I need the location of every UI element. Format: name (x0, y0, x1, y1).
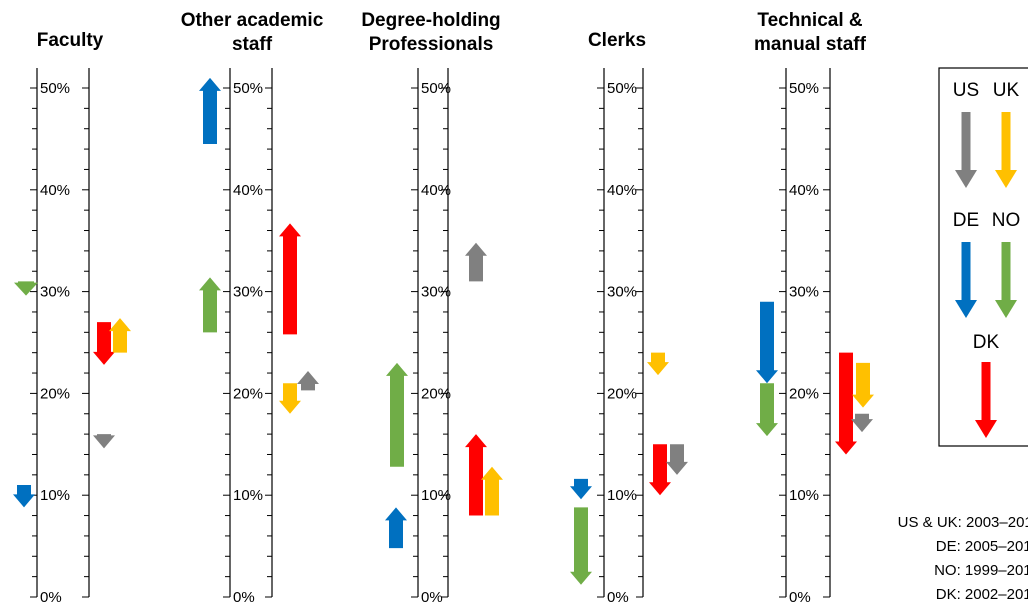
panel-1-arrow-uk (109, 318, 131, 353)
panel-2-arrow-uk (279, 383, 301, 414)
panel-3-tick-label: 30% (421, 284, 451, 301)
panel-2-tick-label: 30% (233, 284, 263, 301)
panel-5-tick-label: 30% (789, 284, 819, 301)
panel-3-arrow-de (385, 507, 407, 549)
panel-3-arrow-no (386, 362, 408, 467)
panel-4-arrow-de (570, 478, 592, 500)
panel-2-tick-label: 40% (233, 182, 263, 199)
period-note: NO: 1999–2017 (934, 562, 1028, 579)
panel-2-arrow-de (199, 77, 221, 144)
legend-uk-arrow (995, 112, 1017, 188)
panel-2-tick-label: 20% (233, 385, 263, 402)
period-note: US & UK: 2003–2011 (898, 514, 1028, 531)
panel-3-title: Professionals (369, 34, 494, 55)
panel-3-arrow-dk (465, 434, 487, 516)
legend-no-arrow (995, 242, 1017, 318)
panel-5-tick-label: 40% (789, 182, 819, 199)
legend-us-arrow (955, 112, 977, 188)
legend-us-label: US (953, 80, 979, 101)
legend-dk-arrow (975, 362, 997, 438)
panel-5-tick-label: 50% (789, 80, 819, 97)
panel-4-tick-label: 50% (607, 80, 637, 97)
panel-2-arrow-us (297, 371, 319, 391)
panel-4-tick-label: 0% (607, 589, 629, 606)
panel-4-tick-label: 20% (607, 385, 637, 402)
panel-5-tick-label: 0% (789, 589, 811, 606)
panel-5-arrow-no (756, 383, 778, 437)
panel-1-arrow-no (14, 281, 38, 296)
panel-4-arrow-dk (649, 444, 671, 496)
panel-2-title: Other academic (181, 10, 324, 31)
panel-5-arrow-us (851, 413, 873, 433)
panel-1-tick-label: 30% (40, 284, 70, 301)
panel-4-arrow-no (570, 507, 592, 585)
panel-4-tick-label: 10% (607, 487, 637, 504)
panel-4-arrow-us (666, 444, 688, 475)
panel-5-tick-label: 20% (789, 385, 819, 402)
panel-3-title: Degree-holding (361, 10, 500, 31)
panel-4-tick-label: 40% (607, 182, 637, 199)
panel-5-title: manual staff (754, 34, 867, 55)
panel-1-tick-label: 10% (40, 487, 70, 504)
panel-5-tick-label: 10% (789, 487, 819, 504)
panel-5-arrow-dk (835, 352, 857, 455)
panel-2-title: staff (232, 34, 273, 55)
panel-3-tick-label: 10% (421, 487, 451, 504)
panel-4-arrow-uk (647, 352, 669, 376)
panel-1-tick-label: 40% (40, 182, 70, 199)
panel-3-tick-label: 40% (421, 182, 451, 199)
panel-1-tick-label: 20% (40, 385, 70, 402)
legend-de-label: DE (953, 210, 979, 231)
legend-box (938, 67, 1028, 447)
panel-2-tick-label: 50% (233, 80, 263, 97)
panel-2-tick-label: 10% (233, 487, 263, 504)
panel-1-tick-label: 0% (40, 589, 62, 606)
panel-1-arrow-us (93, 434, 115, 449)
panel-4-tick-label: 30% (607, 284, 637, 301)
period-note: DE: 2005–2017 (936, 538, 1028, 555)
panel-3-tick-label: 20% (421, 385, 451, 402)
panel-1-tick-label: 50% (40, 80, 70, 97)
panel-3-arrow-us (465, 242, 487, 282)
panel-3-tick-label: 50% (421, 80, 451, 97)
legend-no-label: NO (992, 210, 1021, 231)
panel-5-title: Technical & (757, 10, 863, 31)
period-note: DK: 2002–2017 (936, 586, 1028, 603)
panel-1-arrow-dk (93, 322, 115, 365)
legend-uk-label: UK (993, 80, 1020, 101)
panel-2-arrow-no (199, 277, 221, 333)
panel-5-arrow-uk (852, 362, 874, 408)
panel-3-arrow-uk (481, 466, 503, 516)
legend-de-arrow (955, 242, 977, 318)
panel-5-arrow-de (756, 301, 778, 384)
legend-dk-label: DK (973, 332, 1000, 353)
panel-2-arrow-dk (279, 223, 301, 335)
panel-1-title: Faculty (37, 30, 104, 51)
panel-3-tick-label: 0% (421, 589, 443, 606)
panel-4-title: Clerks (588, 30, 646, 51)
panel-1-arrow-de (13, 485, 35, 508)
panel-2-tick-label: 0% (233, 589, 255, 606)
